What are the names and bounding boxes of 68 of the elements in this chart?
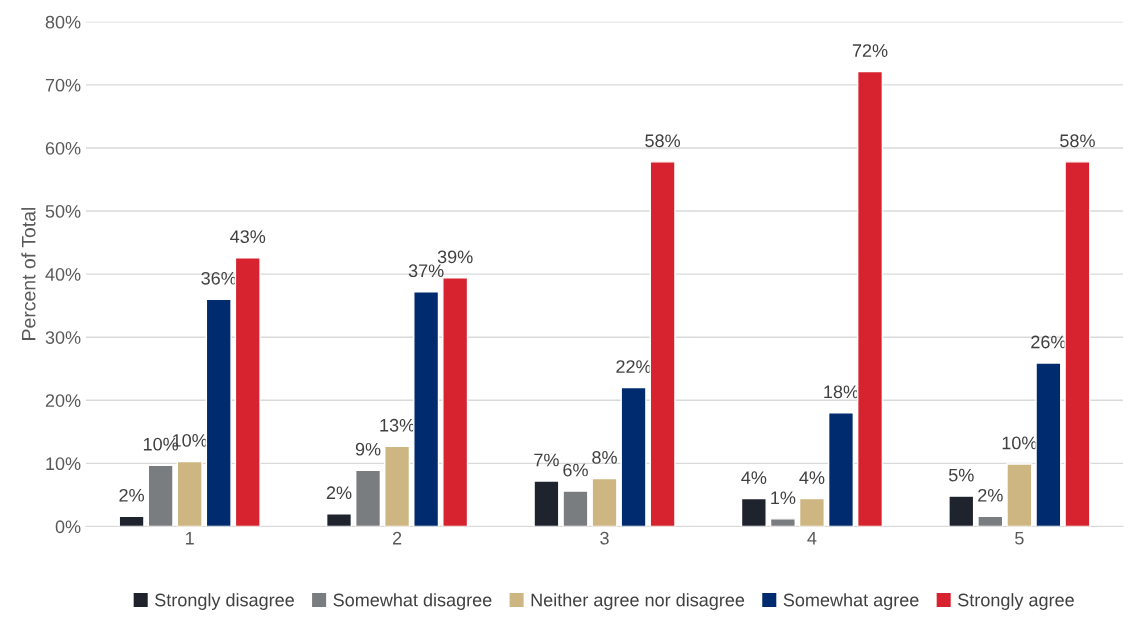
data-label: 4% bbox=[799, 471, 825, 484]
bar bbox=[325, 513, 353, 527]
legend-label: Strongly agree bbox=[958, 593, 1074, 610]
y-tick-label: 50% bbox=[45, 204, 81, 218]
bar bbox=[620, 386, 647, 527]
legend-label: Neither agree nor disagree bbox=[531, 593, 745, 610]
bar bbox=[205, 298, 232, 527]
legend-label: Somewhat agree bbox=[783, 593, 919, 610]
bar bbox=[413, 291, 440, 527]
bar bbox=[1006, 463, 1033, 527]
bar bbox=[118, 515, 145, 527]
x-tick-label: 1 bbox=[186, 531, 194, 545]
x-tick-label: 5 bbox=[1015, 531, 1024, 545]
data-label: 39% bbox=[437, 250, 473, 264]
bar bbox=[147, 464, 174, 527]
bar bbox=[827, 412, 855, 527]
y-axis-title: Percent of Total bbox=[21, 208, 36, 340]
bar bbox=[591, 477, 618, 527]
bar bbox=[740, 497, 767, 527]
bar bbox=[533, 480, 560, 527]
bar bbox=[649, 161, 676, 527]
data-label: 1% bbox=[771, 491, 796, 505]
bar bbox=[355, 469, 382, 527]
data-label: 6% bbox=[563, 463, 588, 477]
data-label: 18% bbox=[824, 385, 859, 399]
data-label: 5% bbox=[948, 468, 974, 482]
data-label: 10% bbox=[1002, 436, 1037, 450]
y-tick-label: 40% bbox=[45, 268, 81, 281]
data-label: 13% bbox=[380, 418, 415, 432]
bar bbox=[1035, 362, 1062, 527]
y-tick-label: 10% bbox=[46, 457, 81, 471]
data-label: 22% bbox=[616, 360, 651, 373]
bar bbox=[384, 445, 411, 527]
bar bbox=[977, 515, 1004, 527]
x-tick-label: 2 bbox=[392, 531, 402, 545]
data-label: 43% bbox=[230, 230, 266, 244]
data-label: 36% bbox=[201, 271, 237, 285]
x-tick-label: 3 bbox=[600, 531, 609, 545]
data-label: 8% bbox=[592, 451, 617, 464]
legend-label: Somewhat disagree bbox=[333, 593, 492, 610]
data-label: 2% bbox=[326, 486, 352, 500]
data-label: 72% bbox=[852, 44, 888, 57]
data-label: 58% bbox=[645, 134, 681, 148]
y-tick-label: 60% bbox=[45, 141, 81, 155]
data-label: 7% bbox=[534, 453, 559, 467]
data-label: 26% bbox=[1031, 335, 1066, 349]
bar bbox=[562, 490, 589, 527]
y-tick-label: 70% bbox=[45, 78, 81, 92]
bar bbox=[234, 257, 261, 527]
bar bbox=[442, 277, 469, 527]
bar bbox=[176, 460, 203, 527]
bar bbox=[1064, 161, 1091, 527]
bar bbox=[948, 495, 975, 527]
data-label: 2% bbox=[119, 488, 144, 502]
y-tick-label: 30% bbox=[45, 331, 81, 344]
data-label: 37% bbox=[408, 264, 444, 278]
data-label: 2% bbox=[978, 488, 1003, 502]
legend-label: Strongly disagree bbox=[155, 593, 294, 610]
y-tick-label: 20% bbox=[45, 394, 81, 407]
data-label: 9% bbox=[355, 442, 381, 456]
x-tick-label: 4 bbox=[807, 531, 817, 545]
data-label: 4% bbox=[741, 471, 767, 484]
bar bbox=[798, 497, 825, 527]
bar bbox=[769, 518, 796, 527]
y-tick-label: 0% bbox=[55, 520, 81, 534]
bar bbox=[856, 70, 884, 527]
data-label: 58% bbox=[1060, 134, 1095, 148]
y-tick-label: 80% bbox=[45, 15, 81, 29]
